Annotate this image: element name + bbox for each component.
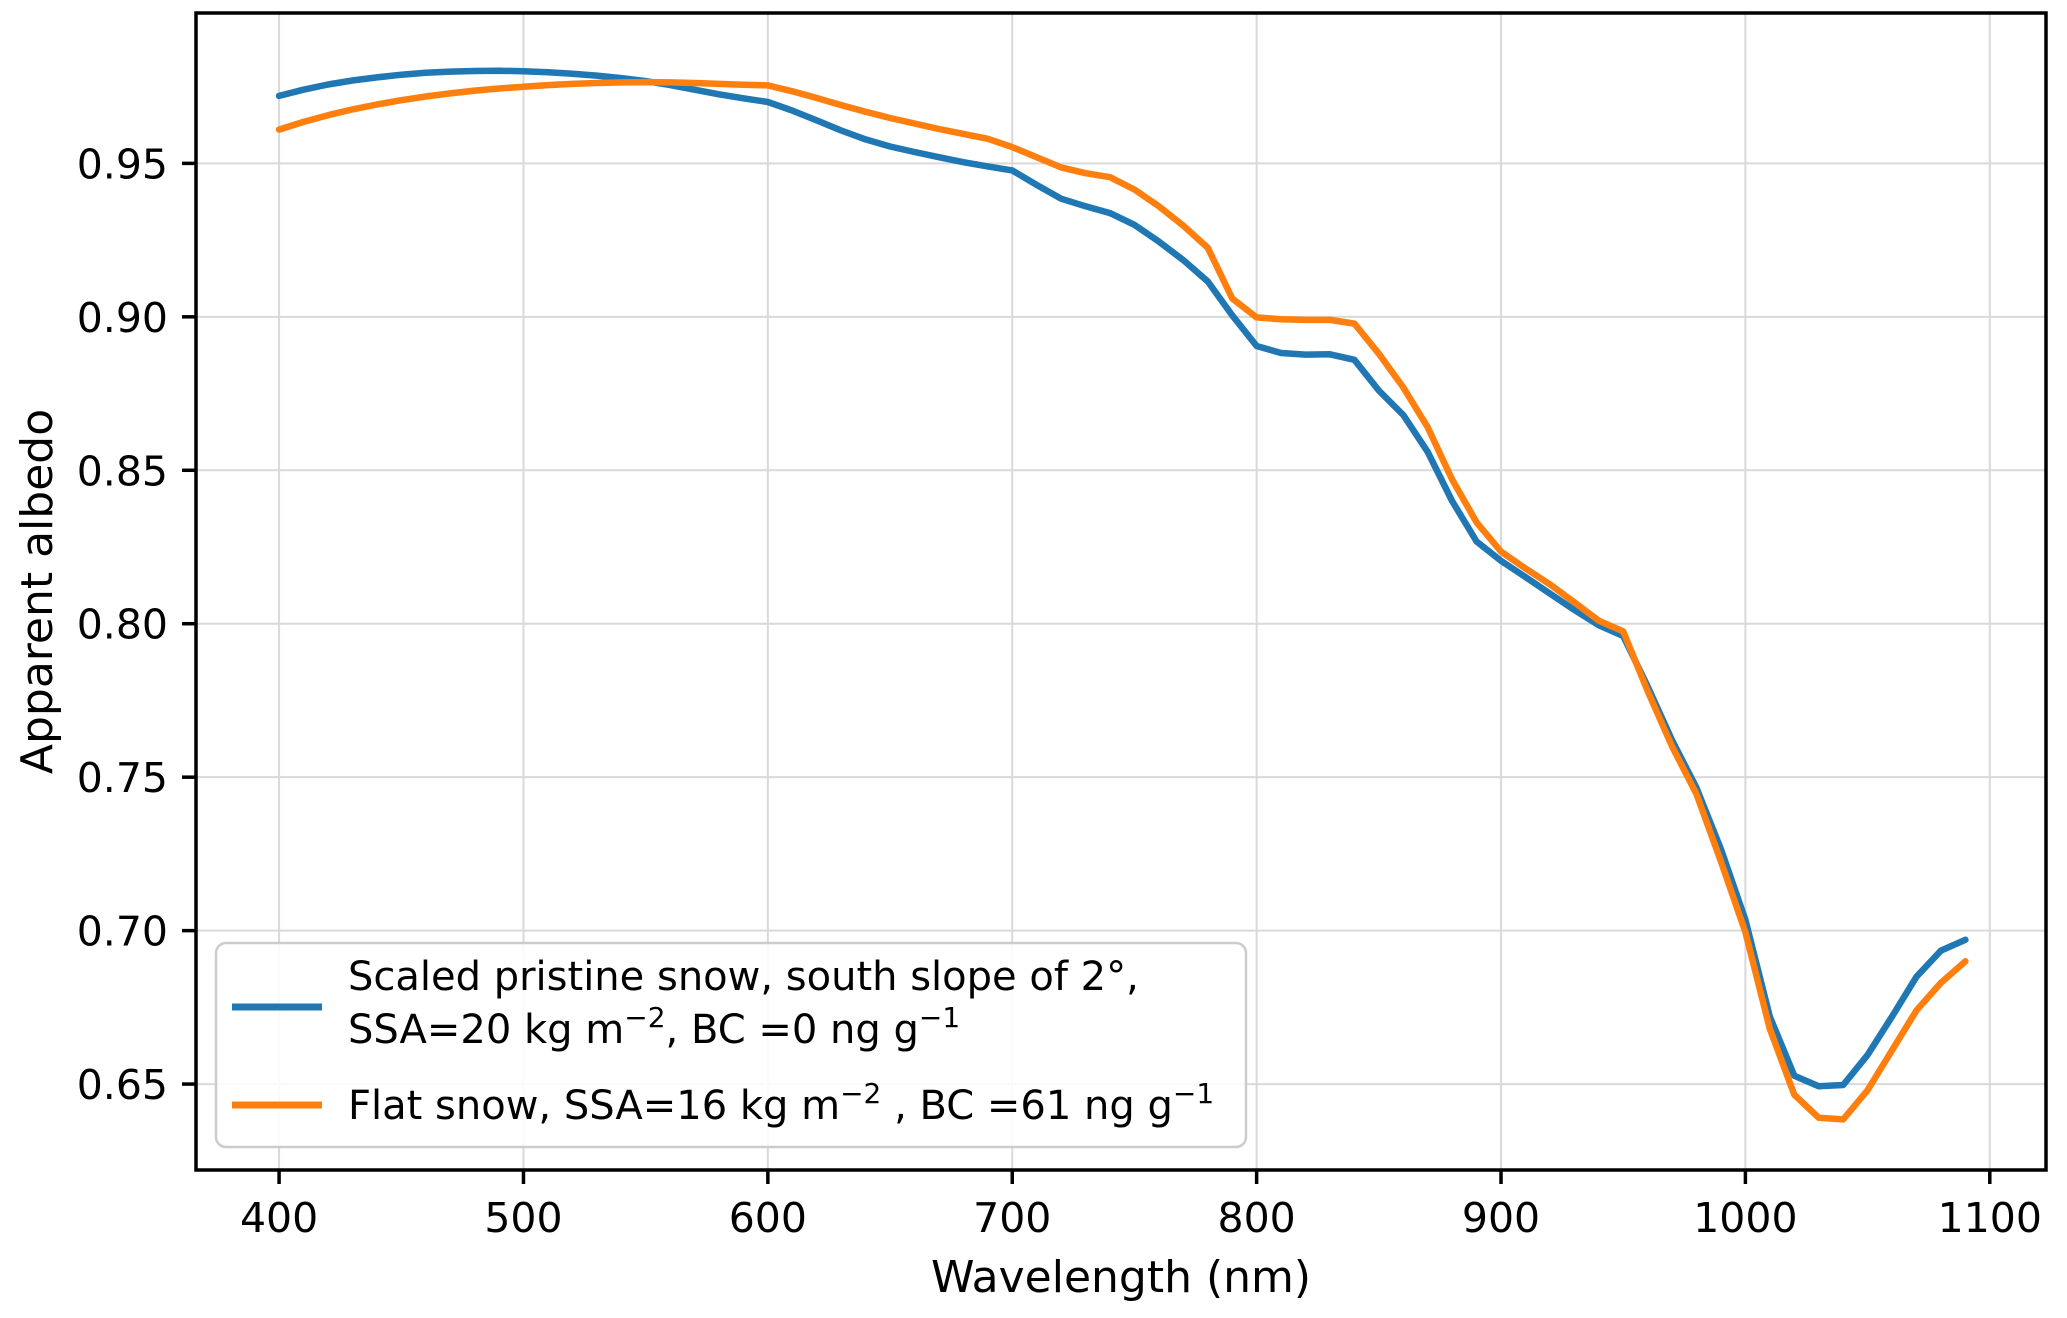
legend-entry-0-line-2: SSA=20 kg m−2, BC =0 ng g−1: [348, 1001, 960, 1053]
legend-entry-1-sup-0: −2: [840, 1077, 881, 1110]
legend-box: [214, 941, 1248, 1149]
legend: Scaled pristine snow, south slope of 2°,…: [214, 941, 1248, 1149]
x-tick-label: 700: [973, 1194, 1051, 1242]
series-curve-1: [275, 78, 1969, 1123]
y-tick-label: 0.95: [77, 140, 168, 188]
legend-entry-0-line-2-sup-1: −1: [919, 1001, 960, 1034]
x-tick-label: 500: [484, 1194, 562, 1242]
plot-area-border: [194, 11, 2048, 1172]
x-tick-label: 600: [729, 1194, 807, 1242]
legend-entry-0-line-1-text: Scaled pristine snow, south slope of 2°,: [348, 954, 1139, 1000]
x-tick-label: 400: [240, 1194, 318, 1242]
y-tick-label: 0.70: [77, 908, 168, 956]
y-tick-label: 0.75: [77, 754, 168, 802]
x-tick-label: 900: [1462, 1194, 1540, 1242]
y-tick-label: 0.90: [77, 294, 168, 342]
legend-entry-1-sup-1: −1: [1173, 1077, 1214, 1110]
legend-entry-1-line-1: Flat snow, SSA=16 kg m−2 , BC =61 ng g−1: [348, 1077, 1214, 1129]
axis-ticks: 400 500 600 700 800 900 1000 1100 0.65 0.70 0.75 0.…: [77, 140, 2042, 1242]
data-curves: [275, 67, 1969, 1123]
legend-entry-1-seg-1: , BC =61 ng g: [881, 1083, 1173, 1129]
x-tick-label: 800: [1218, 1194, 1296, 1242]
x-axis-label: Wavelength (nm): [931, 1252, 1311, 1303]
y-tick-label: 0.65: [77, 1061, 168, 1109]
y-axis-label: Apparent albedo: [12, 409, 63, 774]
legend-entry-0-line-2-seg-0: SSA=20 kg m: [348, 1007, 624, 1053]
legend-entry-0-line-2-sup-0: −2: [624, 1001, 665, 1034]
y-tick-label: 0.80: [77, 601, 168, 649]
legend-entry-0-line-2-seg-1: , BC =0 ng g: [666, 1007, 919, 1053]
legend-entry-1-seg-0: Flat snow, SSA=16 kg m: [348, 1083, 840, 1129]
x-tick-label: 1100: [1938, 1194, 2042, 1242]
legend-entry-0-line-1: Scaled pristine snow, south slope of 2°,: [348, 954, 1139, 1000]
x-tick-label: 1000: [1693, 1194, 1797, 1242]
y-tick-label: 0.85: [77, 447, 168, 495]
